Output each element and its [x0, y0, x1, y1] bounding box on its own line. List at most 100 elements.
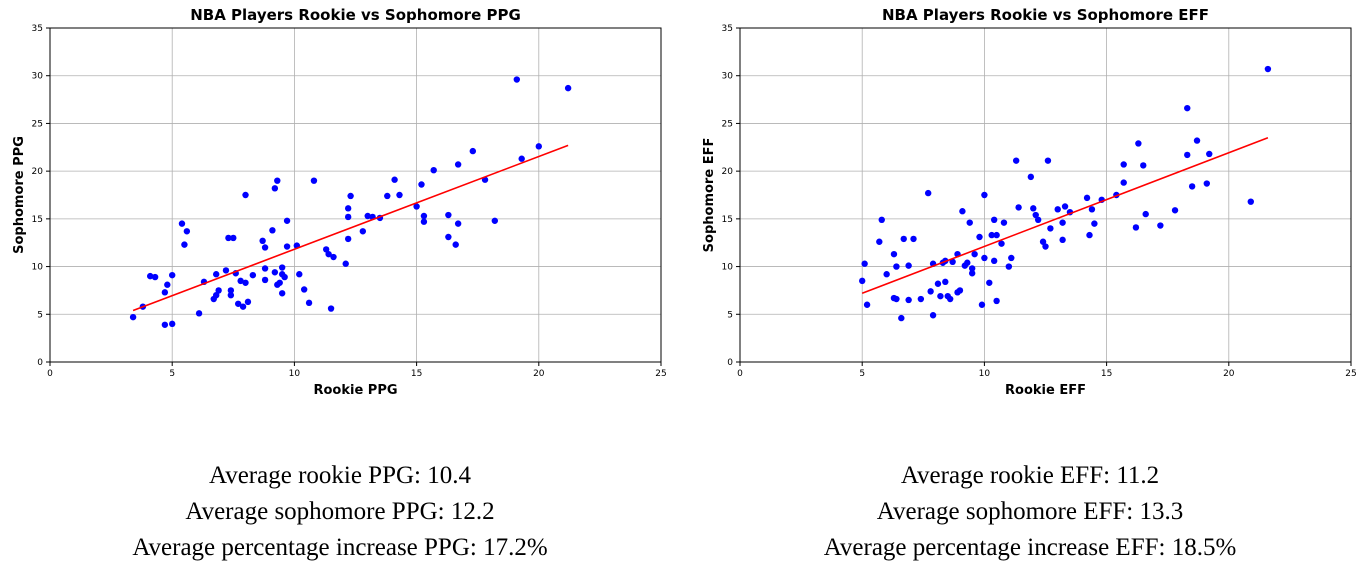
eff-ytick-label-7: 35 [722, 24, 733, 34]
ppg-data-point-21 [227, 292, 235, 299]
ppg-ytick-label-7: 35 [32, 24, 43, 34]
eff-xtick-label-2: 10 [979, 369, 991, 379]
eff-data-point-10 [898, 314, 905, 322]
ppg-plot-frame [49, 27, 662, 363]
ppg-data-point-58 [344, 213, 352, 221]
eff-trend-line [861, 136, 1269, 295]
eff-data-point-70 [1091, 220, 1098, 227]
ppg-data-point-4 [161, 321, 169, 328]
ppg-trend-line [132, 144, 569, 312]
eff-data-point-63 [1059, 219, 1066, 226]
eff-data-point-26 [946, 295, 954, 303]
eff-data-point-59 [1042, 243, 1049, 250]
eff-data-point-69 [1088, 206, 1096, 213]
ppg-xtick-label-1: 5 [169, 369, 175, 379]
ppg-data-point-27 [242, 279, 249, 286]
avg-rookie-eff: Average rookie EFF: 11.2 [900, 462, 1160, 489]
ppg-data-point-25 [237, 277, 244, 285]
ppg-data-point-26 [239, 303, 247, 310]
eff-data-point-84 [1193, 137, 1201, 144]
eff-data-point-4 [878, 216, 885, 224]
ppg-data-point-66 [391, 176, 398, 183]
eff-data-point-8 [893, 263, 900, 270]
eff-data-point-7 [890, 250, 898, 258]
ppg-data-point-37 [271, 185, 279, 192]
eff-data-point-52 [1012, 157, 1020, 164]
ppg-data-point-3 [151, 273, 159, 281]
eff-scatter-chart: 0 5 10 15 20 25 0 5 10 15 20 25 30 35 NBA Players Rook… [702, 6, 1357, 398]
ppg-data-point-75 [452, 241, 459, 248]
ppg-data-point-61 [359, 228, 367, 235]
eff-data-point-56 [1032, 211, 1039, 219]
eff-data-point-73 [1120, 179, 1127, 186]
eff-data-point-48 [998, 240, 1005, 247]
eff-xtick-label-5: 25 [1345, 369, 1356, 379]
eff-data-point-82 [1184, 151, 1191, 159]
ppg-data-point-34 [261, 244, 269, 251]
ppg-xtick-label-3: 15 [411, 369, 422, 379]
eff-data-point-86 [1206, 150, 1213, 158]
ppg-data-point-70 [420, 212, 428, 220]
eff-data-point-64 [1059, 236, 1066, 244]
ppg-ytick-label-1: 5 [37, 310, 43, 320]
eff-data-point-79 [1157, 222, 1164, 229]
eff-data-point-36 [968, 270, 976, 277]
ppg-data-point-9 [178, 220, 186, 227]
eff-data-point-38 [976, 233, 983, 241]
ppg-data-point-74 [445, 233, 452, 241]
avg-increase-ppg: Average percentage increase PPG: 17.2% [132, 534, 548, 561]
eff-data-point-30 [956, 287, 964, 294]
eff-data-point-2 [863, 301, 871, 308]
ppg-data-point-69 [418, 181, 425, 188]
ppg-ytick-label-2: 10 [32, 263, 44, 273]
eff-data-point-27 [949, 258, 956, 265]
eff-ytick-label-3: 15 [722, 215, 733, 225]
ppg-data-point-32 [261, 276, 269, 284]
ppg-data-point-65 [384, 192, 391, 200]
ppg-x-axis-label: Rookie PPG [313, 383, 397, 398]
ppg-data-point-54 [327, 305, 335, 312]
ppg-data-point-80 [491, 217, 499, 224]
eff-data-point-18 [929, 312, 937, 319]
eff-data-point-33 [964, 259, 971, 266]
ppg-data-point-81 [513, 76, 521, 83]
ppg-chart-title: NBA Players Rookie vs Sophomore PPG [190, 6, 521, 24]
eff-ytick-label-2: 10 [722, 263, 734, 273]
eff-data-point-34 [966, 219, 973, 226]
eff-chart-title: NBA Players Rookie vs Sophomore EFF [882, 6, 1209, 24]
ppg-data-point-51 [310, 177, 318, 184]
ppg-data-point-28 [242, 191, 249, 199]
ppg-data-point-78 [469, 147, 477, 155]
ppg-xtick-label-2: 10 [289, 369, 301, 379]
eff-ytick-label-6: 30 [722, 72, 734, 82]
eff-data-point-14 [910, 235, 917, 243]
eff-data-point-17 [927, 288, 934, 295]
eff-data-point-44 [990, 257, 998, 265]
ppg-data-point-36 [271, 269, 279, 276]
eff-data-point-67 [1083, 194, 1091, 202]
ppg-data-point-45 [283, 217, 291, 224]
ppg-data-point-49 [300, 286, 308, 293]
eff-data-point-87 [1247, 198, 1254, 205]
ppg-data-point-19 [225, 234, 232, 242]
eff-data-point-46 [993, 231, 1000, 239]
ppg-ytick-label-5: 25 [32, 119, 43, 129]
eff-data-point-43 [988, 231, 995, 239]
eff-data-point-11 [900, 235, 907, 243]
eff-data-point-80 [1171, 207, 1179, 214]
ppg-data-point-73 [445, 211, 452, 219]
eff-data-point-77 [1140, 162, 1147, 169]
ppg-data-point-22 [230, 234, 237, 242]
ppg-data-point-16 [212, 271, 220, 278]
eff-data-point-65 [1061, 203, 1069, 210]
ppg-data-point-60 [347, 192, 354, 200]
eff-data-point-13 [905, 296, 912, 304]
ppg-summary: Average rookie PPG: 10.4 Average sophomo… [20, 458, 660, 566]
eff-data-point-3 [876, 238, 883, 245]
avg-sophomore-eff: Average sophomore EFF: 13.3 [876, 498, 1184, 525]
ppg-data-point-12 [195, 310, 203, 317]
eff-data-point-16 [924, 189, 932, 197]
eff-ytick-label-5: 25 [722, 119, 733, 129]
ppg-data-point-2 [147, 272, 154, 280]
eff-data-point-57 [1034, 216, 1042, 224]
